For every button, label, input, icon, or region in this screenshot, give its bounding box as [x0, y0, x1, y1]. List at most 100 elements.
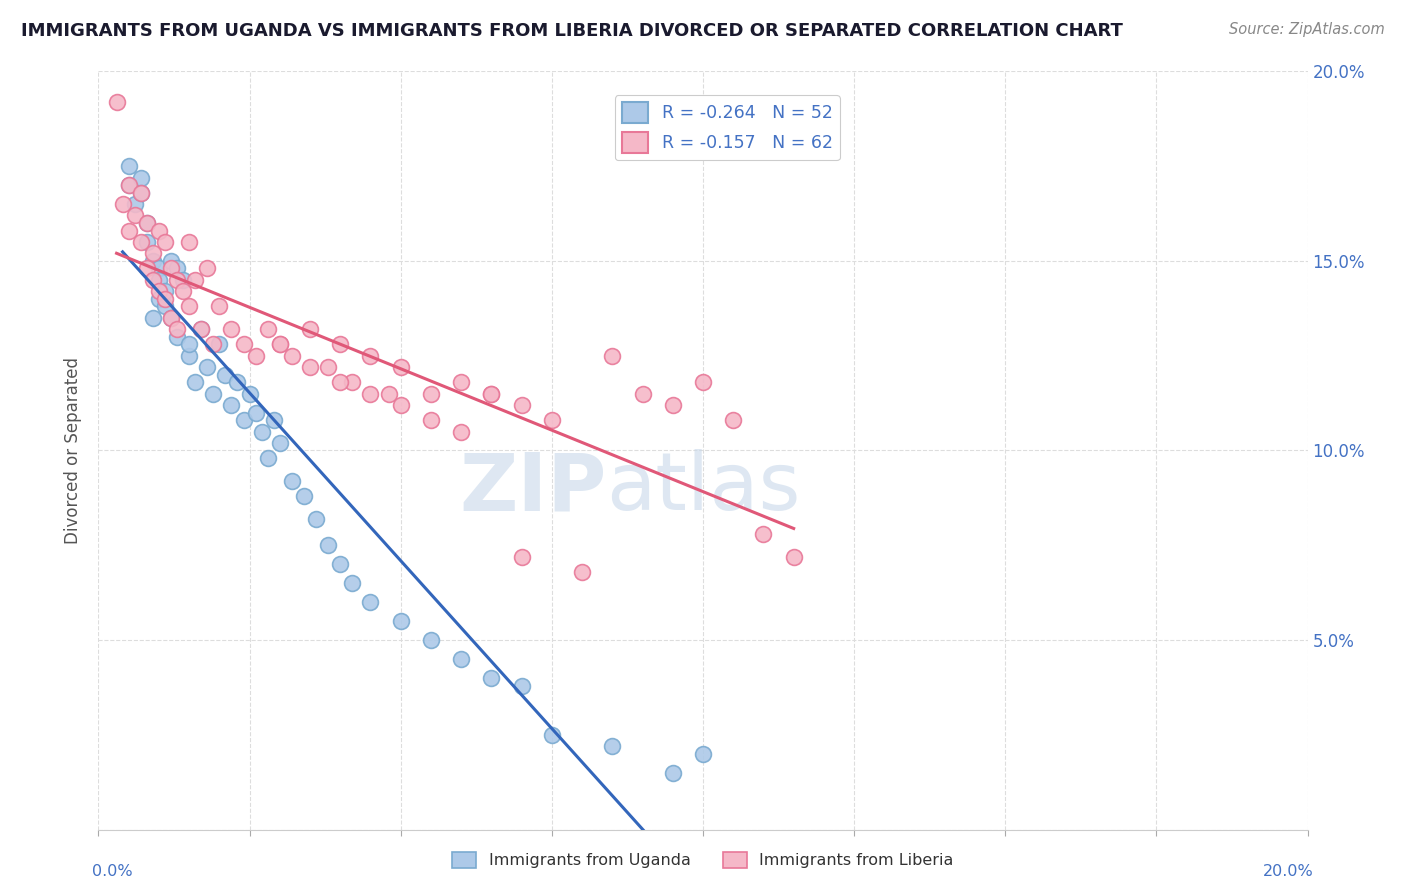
Point [256, 451, 278, 466]
Point [232, 337, 254, 351]
Point [153, 292, 176, 306]
Point [752, 526, 775, 541]
Point [221, 322, 243, 336]
Point [124, 197, 146, 211]
Point [360, 595, 382, 609]
Point [135, 216, 157, 230]
Point [148, 285, 170, 299]
Point [281, 474, 304, 488]
Point [420, 633, 443, 648]
Point [250, 425, 273, 439]
Text: Source: ZipAtlas.com: Source: ZipAtlas.com [1229, 22, 1385, 37]
Point [481, 386, 503, 401]
Point [135, 261, 157, 276]
Point [360, 349, 382, 363]
Point [269, 337, 291, 351]
Point [450, 425, 472, 439]
Point [195, 261, 218, 276]
Point [172, 273, 194, 287]
Point [208, 300, 231, 314]
Point [135, 235, 157, 249]
Point [142, 254, 165, 268]
Point [329, 337, 352, 351]
Point [342, 576, 364, 591]
Point [692, 747, 714, 761]
Point [160, 261, 183, 276]
Point [179, 300, 201, 314]
Point [723, 413, 745, 427]
Point [105, 95, 128, 109]
Point [166, 330, 188, 344]
Point [202, 386, 225, 401]
Point [481, 386, 503, 401]
Point [179, 337, 201, 351]
Text: 0.0%: 0.0% [93, 863, 134, 879]
Point [661, 765, 683, 780]
Point [195, 359, 218, 375]
Point [245, 349, 267, 363]
Y-axis label: Divorced or Separated: Divorced or Separated [65, 357, 83, 544]
Point [510, 679, 533, 693]
Point [540, 728, 562, 742]
Point [166, 322, 188, 336]
Point [214, 368, 236, 382]
Point [118, 178, 141, 193]
Point [202, 337, 225, 351]
Point [661, 398, 683, 412]
Point [692, 376, 714, 390]
Text: 20.0%: 20.0% [1263, 863, 1313, 879]
Point [153, 235, 176, 249]
Point [179, 349, 201, 363]
Point [166, 273, 188, 287]
Point [142, 246, 165, 260]
Point [377, 386, 399, 401]
Point [172, 285, 194, 299]
Point [190, 322, 212, 336]
Point [510, 549, 533, 564]
Point [481, 671, 503, 685]
Point [124, 209, 146, 223]
Point [571, 565, 593, 579]
Point [129, 186, 152, 200]
Point [299, 359, 322, 375]
Point [226, 376, 249, 390]
Point [118, 224, 141, 238]
Point [142, 273, 165, 287]
Point [190, 322, 212, 336]
Point [305, 512, 328, 526]
Point [316, 538, 339, 552]
Point [148, 292, 170, 306]
Text: ZIP: ZIP [458, 450, 606, 527]
Point [631, 386, 654, 401]
Point [148, 273, 170, 287]
Point [342, 376, 364, 390]
Point [602, 739, 624, 753]
Point [239, 386, 262, 401]
Point [166, 261, 188, 276]
Point [602, 349, 624, 363]
Point [160, 310, 183, 325]
Text: atlas: atlas [606, 450, 800, 527]
Point [142, 310, 165, 325]
Point [184, 273, 207, 287]
Point [540, 413, 562, 427]
Point [232, 413, 254, 427]
Point [160, 254, 183, 268]
Point [221, 398, 243, 412]
Point [118, 178, 141, 193]
Text: IMMIGRANTS FROM UGANDA VS IMMIGRANTS FROM LIBERIA DIVORCED OR SEPARATED CORRELAT: IMMIGRANTS FROM UGANDA VS IMMIGRANTS FRO… [21, 22, 1123, 40]
Point [269, 436, 291, 450]
Point [245, 406, 267, 420]
Point [281, 349, 304, 363]
Point [389, 398, 412, 412]
Point [269, 337, 291, 351]
Point [316, 359, 339, 375]
Point [153, 300, 176, 314]
Point [184, 376, 207, 390]
Point [360, 386, 382, 401]
Point [420, 386, 443, 401]
Point [450, 652, 472, 666]
Point [263, 413, 285, 427]
Point [329, 376, 352, 390]
Point [111, 197, 134, 211]
